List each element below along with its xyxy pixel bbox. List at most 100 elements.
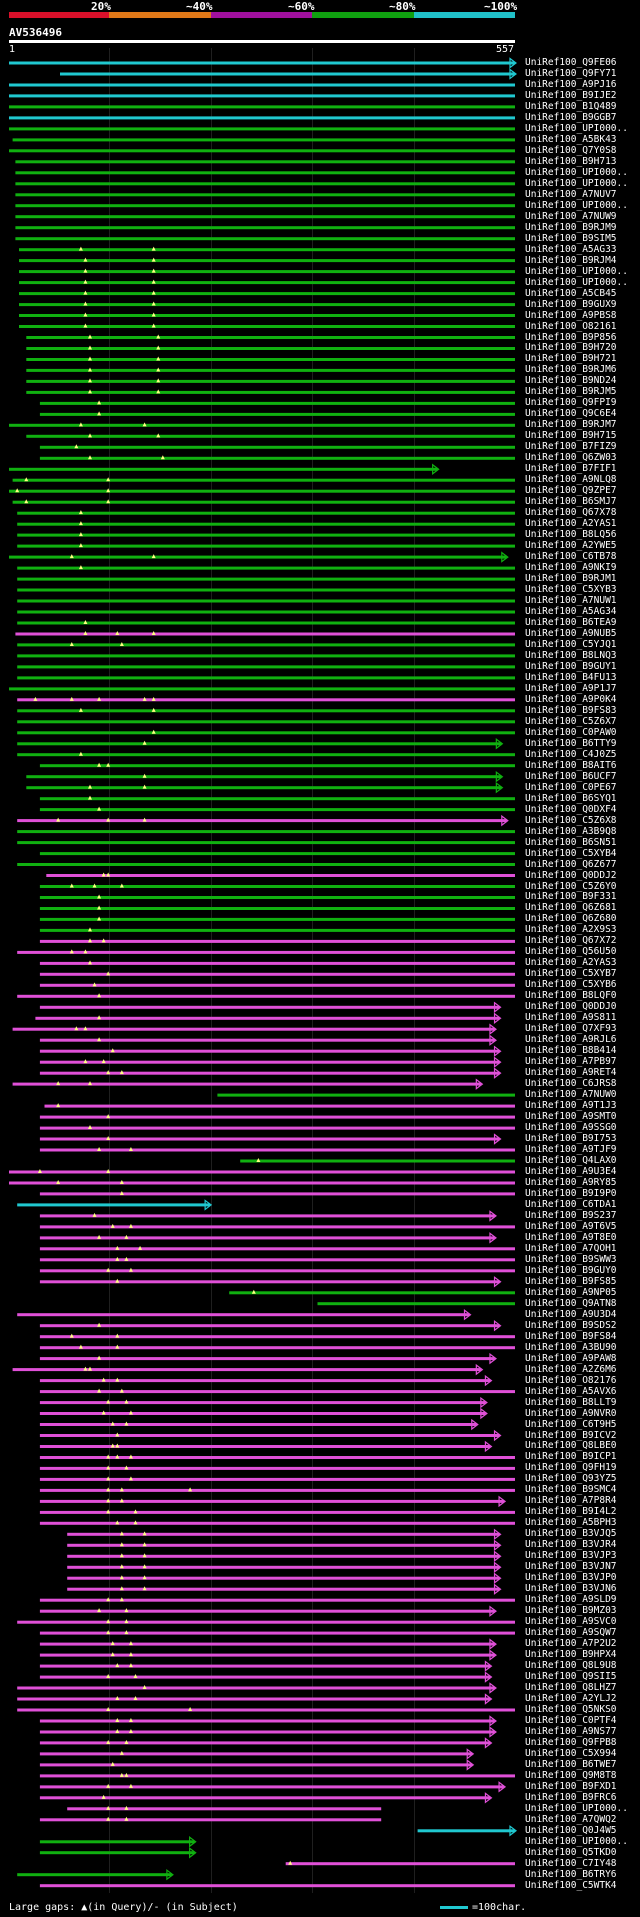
- hit-label[interactable]: UniRef100_A3B9Q8: [525, 825, 617, 837]
- hit-label[interactable]: UniRef100_UPI000..: [525, 177, 628, 189]
- hit-label[interactable]: UniRef100_C6TB78: [525, 551, 617, 563]
- hit-label[interactable]: UniRef100_B9GUX9: [525, 298, 617, 310]
- hit-label[interactable]: UniRef100_Q9M8T8: [525, 1769, 617, 1781]
- hit-bar[interactable]: [19, 303, 515, 307]
- hit-label[interactable]: UniRef100_UPI000..: [525, 265, 628, 277]
- hit-bar[interactable]: [17, 665, 515, 669]
- hit-label[interactable]: UniRef100_B9IJE2: [525, 89, 617, 101]
- hit-bar[interactable]: [12, 138, 515, 142]
- hit-label[interactable]: UniRef100_B6SN51: [525, 836, 617, 848]
- hit-label[interactable]: UniRef100_B9HPX4: [525, 1649, 617, 1661]
- hit-label[interactable]: UniRef100_B9ND24: [525, 375, 617, 387]
- hit-label[interactable]: UniRef100_B8LQF0: [525, 990, 617, 1002]
- hit-bar[interactable]: [39, 1060, 500, 1064]
- hit-bar[interactable]: [17, 950, 515, 954]
- hit-bar[interactable]: [39, 1642, 495, 1646]
- hit-label[interactable]: UniRef100_B8AIT6: [525, 759, 617, 771]
- hit-label[interactable]: UniRef100_A2YWE5: [525, 540, 617, 552]
- hit-label[interactable]: UniRef100_A7NUW9: [525, 210, 617, 222]
- hit-bar[interactable]: [60, 72, 515, 76]
- hit-bar[interactable]: [39, 1137, 500, 1141]
- hit-label[interactable]: UniRef100_B3VJR4: [525, 1539, 617, 1551]
- hit-label[interactable]: UniRef100_B9ICP1: [525, 1451, 617, 1463]
- hit-label[interactable]: UniRef100_A9NP05: [525, 1286, 617, 1298]
- hit-bar[interactable]: [39, 1752, 473, 1756]
- hit-label[interactable]: UniRef100_A9SSG0: [525, 1122, 617, 1134]
- hit-label[interactable]: UniRef100_B7FIF1: [525, 463, 617, 475]
- hit-bar[interactable]: [17, 1620, 515, 1624]
- hit-label[interactable]: UniRef100_Q0DDJ0: [525, 1001, 617, 1013]
- hit-bar[interactable]: [17, 753, 515, 757]
- hit-label[interactable]: UniRef100_Q0DDJ2: [525, 869, 617, 881]
- hit-label[interactable]: UniRef100_Q9FPB8: [525, 1736, 617, 1748]
- hit-bar[interactable]: [39, 1005, 500, 1009]
- hit-bar[interactable]: [39, 1324, 500, 1328]
- hit-bar[interactable]: [9, 423, 515, 427]
- hit-bar[interactable]: [12, 500, 515, 504]
- hit-bar[interactable]: [17, 533, 515, 537]
- hit-label[interactable]: UniRef100_B9I9P0: [525, 1187, 617, 1199]
- hit-bar[interactable]: [9, 94, 515, 98]
- hit-bar[interactable]: [17, 566, 515, 570]
- hit-label[interactable]: UniRef100_Q5TKD0: [525, 1846, 617, 1858]
- hit-label[interactable]: UniRef100_Q9ATN8: [525, 1297, 617, 1309]
- hit-label[interactable]: UniRef100_A9PBS8: [525, 309, 617, 321]
- hit-label[interactable]: UniRef100_A9T6V5: [525, 1220, 617, 1232]
- hit-label[interactable]: UniRef100_O82176: [525, 1374, 617, 1386]
- hit-label[interactable]: UniRef100_Q8L9U8: [525, 1660, 617, 1672]
- hit-label[interactable]: UniRef100_B7FIZ9: [525, 441, 617, 453]
- hit-bar[interactable]: [26, 390, 516, 394]
- hit-bar[interactable]: [17, 1873, 172, 1877]
- hit-label[interactable]: UniRef100_A2YLJ2: [525, 1693, 617, 1705]
- hit-bar[interactable]: [39, 1225, 516, 1229]
- hit-bar[interactable]: [39, 456, 516, 460]
- hit-bar[interactable]: [35, 1016, 500, 1020]
- hit-bar[interactable]: [9, 105, 515, 109]
- hit-bar[interactable]: [9, 687, 515, 691]
- hit-bar[interactable]: [17, 599, 515, 603]
- hit-bar[interactable]: [39, 1763, 473, 1767]
- hit-bar[interactable]: [17, 830, 515, 834]
- hit-label[interactable]: UniRef100_A7P2U2: [525, 1638, 617, 1650]
- hit-bar[interactable]: [26, 347, 516, 350]
- hit-bar[interactable]: [39, 1236, 495, 1240]
- hit-bar[interactable]: [17, 588, 515, 592]
- hit-label[interactable]: UniRef100_A7QOH1: [525, 1242, 617, 1254]
- hit-label[interactable]: UniRef100_C6T9H5: [525, 1418, 617, 1430]
- hit-bar[interactable]: [15, 171, 516, 175]
- hit-bar[interactable]: [67, 1576, 500, 1580]
- hit-label[interactable]: UniRef100_A9U3E4: [525, 1165, 617, 1177]
- hit-bar[interactable]: [39, 1477, 516, 1481]
- hit-label[interactable]: UniRef100_A9P1J7: [525, 682, 617, 694]
- hit-bar[interactable]: [17, 621, 515, 625]
- hit-label[interactable]: UniRef100_B1Q489: [525, 100, 617, 112]
- hit-label[interactable]: UniRef100_C5XYB4: [525, 847, 617, 859]
- hit-label[interactable]: UniRef100_C5XYB7: [525, 968, 617, 980]
- hit-label[interactable]: UniRef100_A5AG34: [525, 606, 617, 617]
- hit-label[interactable]: UniRef100_A9PJ16: [525, 78, 617, 90]
- hit-bar[interactable]: [39, 1269, 516, 1273]
- hit-label[interactable]: UniRef100_B8LLT9: [525, 1396, 617, 1408]
- hit-label[interactable]: UniRef100_C5YJQ1: [525, 638, 617, 650]
- hit-bar[interactable]: [39, 1741, 491, 1745]
- hit-label[interactable]: UniRef100_B9RJM9: [525, 221, 617, 233]
- hit-bar[interactable]: [39, 1126, 516, 1130]
- hit-bar[interactable]: [17, 720, 515, 724]
- hit-label[interactable]: UniRef100_B6TRY6: [525, 1868, 617, 1880]
- hit-bar[interactable]: [17, 698, 515, 702]
- hit-label[interactable]: UniRef100_B6SMJ7: [525, 496, 617, 508]
- hit-label[interactable]: UniRef100_Q5NKS0: [525, 1704, 617, 1715]
- hit-bar[interactable]: [39, 1247, 516, 1251]
- hit-label[interactable]: UniRef100_B3VJP3: [525, 1550, 617, 1562]
- hit-label[interactable]: UniRef100_B9I753: [525, 1133, 617, 1145]
- hit-label[interactable]: UniRef100_C4J0Z5: [525, 748, 617, 760]
- hit-label[interactable]: UniRef100_B6TWE7: [525, 1758, 617, 1770]
- hit-label[interactable]: UniRef100_Q67X78: [525, 507, 617, 519]
- hit-label[interactable]: UniRef100_C6TDA1: [525, 1198, 617, 1210]
- hit-bar[interactable]: [67, 1587, 500, 1591]
- hit-bar[interactable]: [17, 676, 515, 680]
- hit-bar[interactable]: [39, 1445, 491, 1448]
- hit-bar[interactable]: [12, 1027, 495, 1031]
- hit-label[interactable]: UniRef100_C5Z6Y0: [525, 880, 617, 892]
- hit-label[interactable]: UniRef100_A9TJF9: [525, 1144, 617, 1156]
